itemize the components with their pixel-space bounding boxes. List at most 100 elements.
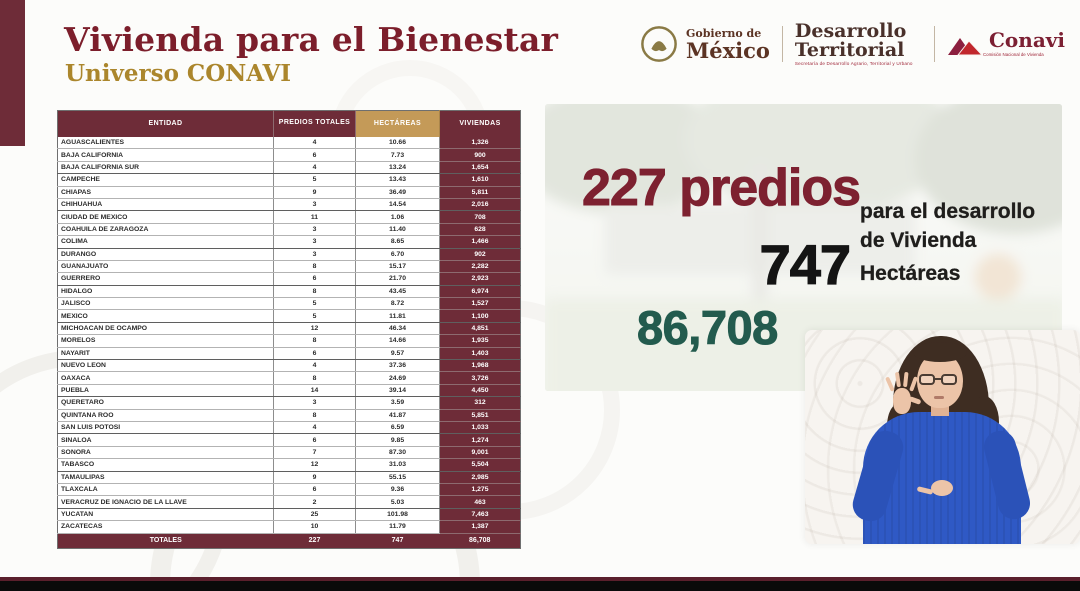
cell-predios: 6: [273, 148, 356, 162]
cell-viviendas: 5,811: [439, 186, 521, 199]
sign-language-interpreter-video: [805, 330, 1080, 544]
playground-structure: [975, 254, 1021, 300]
cell-entidad: QUINTANA ROO: [57, 409, 274, 423]
cell-predios: 6: [273, 483, 356, 497]
table-row: CHIAPAS 9 36.49 5,811: [57, 186, 521, 199]
cell-entidad: YUCATAN: [57, 508, 274, 522]
table-row: PUEBLA 14 39.14 4,450: [57, 384, 521, 398]
interpreter-raised-hand: [893, 388, 911, 414]
cell-viviendas: 312: [439, 396, 521, 410]
cell-predios: 2: [273, 495, 356, 509]
cell-viviendas: 2,985: [439, 471, 521, 484]
table-row: VERACRUZ DE IGNACIO DE LA LLAVE 2 5.03 4…: [57, 495, 521, 509]
cell-hectareas: 87.30: [355, 446, 440, 460]
cell-entidad: COAHUILA DE ZARAGOZA: [57, 223, 274, 237]
cell-viviendas: 9,001: [439, 446, 521, 460]
cell-viviendas: 1,610: [439, 173, 521, 187]
cell-predios: 6: [273, 347, 356, 361]
bottom-black-bar: [0, 581, 1080, 591]
cell-entidad: GUANAJUATO: [57, 260, 274, 274]
table-row: AGUASCALIENTES 4 10.66 1,326: [57, 136, 521, 150]
table-row: CIUDAD DE MEXICO 11 1.06 708: [57, 210, 521, 224]
cell-entidad: BAJA CALIFORNIA SUR: [57, 161, 274, 175]
cell-viviendas: 5,851: [439, 409, 521, 423]
header-logos: Gobierno de México Desarrollo Territoria…: [640, 20, 1065, 68]
cell-viviendas: 1,033: [439, 421, 521, 435]
totals-predios: 227: [273, 532, 356, 548]
cell-hectareas: 13.24: [355, 161, 440, 175]
cell-entidad: CHIHUAHUA: [57, 198, 274, 212]
cell-hectareas: 11.79: [355, 520, 440, 534]
table-row: COAHUILA DE ZARAGOZA 3 11.40 628: [57, 223, 521, 237]
cell-entidad: OAXACA: [57, 371, 274, 385]
table-row: MEXICO 5 11.81 1,100: [57, 309, 521, 323]
cell-viviendas: 1,968: [439, 359, 521, 373]
cell-viviendas: 1,387: [439, 520, 521, 534]
stat-hectareas-label: Hectáreas: [860, 262, 961, 285]
background-photo-park: [545, 104, 1062, 391]
col-header-predios-totales: PREDIOS TOTALES: [273, 110, 356, 137]
cell-predios: 8: [273, 334, 356, 348]
cell-predios: 12: [273, 322, 356, 336]
cell-hectareas: 10.66: [355, 136, 440, 150]
conavi-roof-icon: [948, 38, 984, 56]
cell-viviendas: 2,282: [439, 260, 521, 274]
cell-viviendas: 1,466: [439, 235, 521, 249]
cell-predios: 14: [273, 384, 356, 398]
cell-entidad: PUEBLA: [57, 384, 274, 398]
cell-predios: 3: [273, 235, 356, 249]
cell-hectareas: 55.15: [355, 471, 440, 484]
table-body: AGUASCALIENTES 4 10.66 1,326 BAJA CALIFO…: [57, 136, 521, 534]
cell-entidad: TAMAULIPAS: [57, 471, 274, 484]
logo-divider: [934, 26, 936, 62]
table-row: TABASCO 12 31.03 5,504: [57, 458, 521, 472]
cell-entidad: CAMPECHE: [57, 173, 274, 187]
table-row: ZACATECAS 10 11.79 1,387: [57, 520, 521, 534]
cell-entidad: MEXICO: [57, 309, 274, 323]
cell-hectareas: 41.87: [355, 409, 440, 423]
table-row: OAXACA 8 24.69 3,726: [57, 371, 521, 385]
cell-hectareas: 7.73: [355, 148, 440, 162]
cell-predios: 4: [273, 421, 356, 435]
cell-predios: 3: [273, 248, 356, 261]
cell-hectareas: 46.34: [355, 322, 440, 336]
cell-hectareas: 8.65: [355, 235, 440, 249]
totals-label: TOTALES: [57, 532, 274, 548]
cell-entidad: SINALOA: [57, 433, 274, 447]
totals-hectareas: 747: [355, 532, 440, 548]
cell-viviendas: 1,654: [439, 161, 521, 175]
logo-divider: [781, 26, 783, 62]
table-row: QUERETARO 3 3.59 312: [57, 396, 521, 410]
cell-entidad: VERACRUZ DE IGNACIO DE LA LLAVE: [57, 495, 274, 509]
table-row: NUEVO LEON 4 37.36 1,968: [57, 359, 521, 373]
cell-hectareas: 3.59: [355, 396, 440, 410]
cell-viviendas: 1,403: [439, 347, 521, 361]
cell-viviendas: 1,326: [439, 136, 521, 150]
cell-viviendas: 1,935: [439, 334, 521, 348]
table-row: GUERRERO 6 21.70 2,923: [57, 272, 521, 286]
cell-viviendas: 2,923: [439, 272, 521, 286]
corner-accent-bar: [0, 0, 25, 146]
bottom-accent-line: [0, 577, 1080, 581]
cell-hectareas: 6.70: [355, 248, 440, 261]
cell-hectareas: 21.70: [355, 272, 440, 286]
cell-hectareas: 8.72: [355, 297, 440, 311]
cell-entidad: BAJA CALIFORNIA: [57, 148, 274, 162]
table-row: TAMAULIPAS 9 55.15 2,985: [57, 471, 521, 484]
cell-predios: 4: [273, 161, 356, 175]
gobierno-de-mexico-seal-icon: [641, 26, 677, 62]
table-row: CHIHUAHUA 3 14.54 2,016: [57, 198, 521, 212]
cell-hectareas: 9.36: [355, 483, 440, 497]
table-row: COLIMA 3 8.65 1,466: [57, 235, 521, 249]
desarrollo-territorial-logo: Desarrollo Territorial Secretaría de Des…: [794, 19, 913, 66]
table-row: SINALOA 6 9.85 1,274: [57, 433, 521, 447]
cell-viviendas: 2,016: [439, 198, 521, 212]
cell-predios: 3: [273, 198, 356, 212]
cell-predios: 8: [273, 371, 356, 385]
cell-viviendas: 1,100: [439, 309, 521, 323]
cell-predios: 5: [273, 173, 356, 187]
cell-entidad: CHIAPAS: [57, 186, 274, 199]
cell-hectareas: 31.03: [355, 458, 440, 472]
cell-predios: 5: [273, 297, 356, 311]
